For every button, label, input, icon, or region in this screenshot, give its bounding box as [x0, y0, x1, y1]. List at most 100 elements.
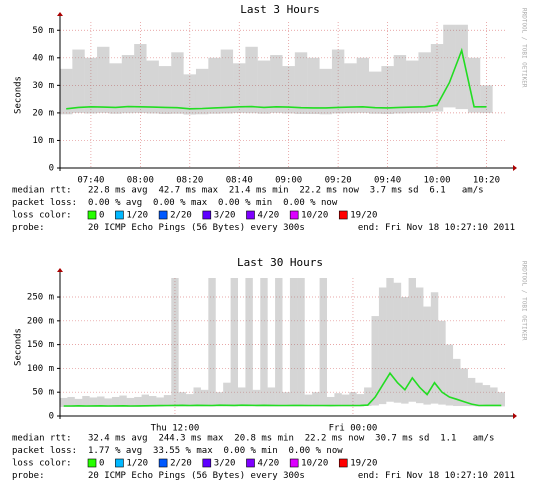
median-line [63, 371, 502, 407]
smoke-band [233, 63, 246, 113]
smoke-band [356, 394, 365, 407]
chart-panel: Last 30 Hours Seconds RRDTOOL / TOBI OETIK… [12, 256, 528, 481]
smoke-band [393, 282, 402, 403]
smoke-band [215, 392, 224, 407]
loss-swatch [158, 210, 168, 220]
smoke-band [134, 44, 147, 113]
smoke-band [208, 57, 221, 114]
smoke-band [356, 57, 370, 113]
smoke-band [344, 63, 357, 114]
smoke-band [200, 389, 209, 407]
loss-legend-label: 3/20 [214, 459, 236, 469]
smoke-band [418, 52, 431, 113]
stats-text: 0.00 % avg 0.00 % max 0.00 % min 0.00 % … [88, 198, 338, 208]
smoke-band [282, 392, 290, 407]
y-tick-label: 100 m [27, 364, 54, 374]
smoke-band [245, 278, 253, 407]
y-tick-label: 30 m [32, 81, 54, 91]
smoke-band [438, 320, 446, 405]
smoke-band [82, 396, 90, 407]
loss-swatch [246, 210, 255, 220]
y-tick-label: 50 m [32, 26, 54, 36]
smoke-band [74, 398, 83, 407]
smoke-band [369, 71, 382, 114]
median-line [66, 47, 487, 110]
smoke-band [349, 392, 357, 407]
x-tick-label: 09:20 [325, 176, 352, 186]
smoke-band [467, 377, 476, 407]
smoke-band [304, 394, 313, 407]
stats-label: packet loss: [12, 446, 77, 456]
x-arrow [513, 413, 517, 419]
loss-legend-label: 0 [99, 459, 104, 469]
smoke-band [158, 66, 172, 115]
smoke-band [270, 55, 283, 113]
y-arrow [57, 268, 63, 272]
side-label: RRDTOOL / TOBI OETIKER [521, 261, 528, 341]
loss-swatch [338, 210, 348, 220]
smoke-band [327, 396, 335, 407]
y-tick-label: 0 [49, 412, 54, 422]
stats-label: median rtt: [12, 186, 72, 196]
y-tick-label: 20 m [32, 108, 54, 118]
smoke-band [60, 68, 73, 115]
loss-swatch [246, 458, 255, 468]
smoke-band [178, 392, 187, 407]
loss-legend-label: 4/20 [257, 211, 279, 221]
end-text: end: Fri Nov 18 10:27:10 2011 [358, 471, 515, 481]
smoke-band [408, 278, 416, 402]
smoke-band [453, 358, 461, 407]
x-arrow [513, 165, 517, 171]
smoke-band [445, 344, 454, 406]
smoke-band [334, 393, 342, 407]
smoke-band [97, 396, 105, 407]
y-tick-label: 40 m [32, 53, 54, 63]
y-axis-label: Seconds [14, 328, 24, 366]
smoke-band [141, 394, 149, 407]
smoke-band [67, 396, 75, 407]
probe-label: probe: [12, 471, 45, 481]
smoke-band [146, 60, 159, 114]
smoke-band [480, 85, 493, 113]
smoke-band [416, 287, 424, 404]
smoke-band [430, 44, 444, 112]
smoke-band [230, 278, 238, 407]
smoke-band [430, 292, 439, 404]
y-tick-label: 0 [49, 164, 54, 174]
smoke-band [401, 297, 409, 404]
smoke-band [490, 387, 498, 407]
probe-text: 20 ICMP Echo Pings (56 Bytes) every 300s [88, 223, 305, 233]
smoke-band [371, 316, 379, 406]
loss-label: loss color: [12, 211, 72, 221]
stats-text: 32.4 ms avg 244.3 ms max 20.8 ms min 22.… [88, 434, 494, 444]
smoke-band [89, 397, 98, 407]
smoke-band [406, 60, 419, 114]
loss-swatch [202, 210, 212, 220]
smoke-band [245, 46, 258, 114]
smoke-band [149, 396, 157, 407]
y-axis-label: Seconds [14, 76, 24, 114]
smoke-band [275, 278, 283, 407]
smoke-band [183, 74, 196, 115]
y-tick-label: 150 m [27, 340, 54, 350]
loss-legend-label: 10/20 [301, 211, 328, 221]
y-tick-label: 250 m [27, 293, 54, 303]
loss-legend-label: 4/20 [257, 459, 279, 469]
stats-text: 1.77 % avg 33.55 % max 0.00 % min 0.00 %… [88, 446, 343, 456]
end-text: end: Fri Nov 18 10:27:10 2011 [358, 223, 515, 233]
smoke-band [381, 66, 394, 115]
side-label: RRDTOOL / TOBI OETIKER [521, 8, 528, 88]
chart-title: Last 3 Hours [240, 3, 319, 16]
x-tick-label: Fri 00:00 [329, 424, 378, 434]
smoke-band [252, 389, 261, 407]
smoke-band [378, 287, 387, 405]
loss-swatch [115, 210, 124, 220]
loss-legend-label: 2/20 [170, 459, 192, 469]
smoke-band [72, 49, 85, 113]
smoke-band [97, 46, 110, 113]
smoke-band [319, 68, 332, 115]
smoke-band [312, 392, 320, 407]
loss-swatch [158, 458, 168, 468]
y-arrow [57, 12, 63, 16]
smoke-band [186, 394, 194, 407]
